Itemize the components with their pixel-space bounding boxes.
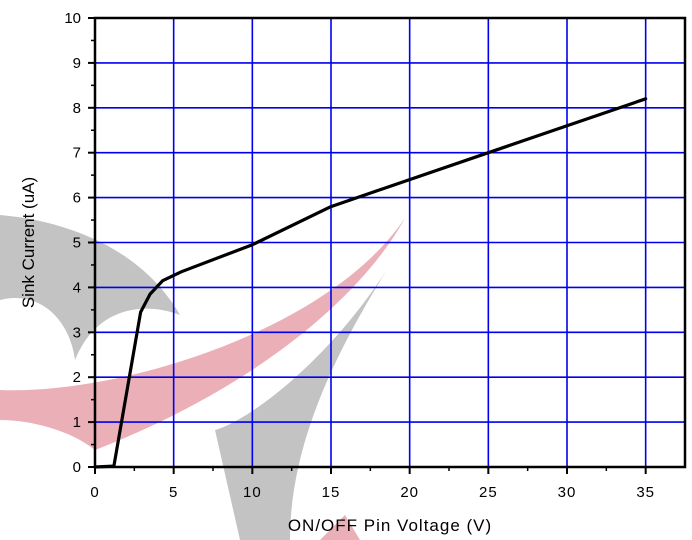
series (93, 97, 648, 469)
y-tick-label: 0 (73, 459, 81, 476)
grid (95, 18, 685, 467)
y-tick-label: 2 (73, 369, 81, 386)
x-axis-title: ON/OFF Pin Voltage (V) (288, 516, 492, 535)
y-tick-label: 8 (73, 100, 81, 117)
watermark-red-arc (0, 218, 405, 450)
x-tick-label: 35 (636, 484, 655, 501)
y-tick-label: 4 (73, 279, 81, 296)
y-tick-labels: 0 1 2 3 4 5 6 7 8 9 10 (64, 10, 81, 476)
y-tick-label: 6 (73, 190, 81, 207)
x-tick-label: 25 (479, 484, 498, 501)
watermark-gray-stroke (215, 265, 390, 540)
x-tick-label: 0 (90, 484, 99, 501)
x-tick-labels: 0 5 10 15 20 25 30 35 (90, 484, 655, 501)
x-tick-label: 10 (243, 484, 262, 501)
x-tick-label: 15 (322, 484, 341, 501)
x-tick-label: 20 (400, 484, 419, 501)
y-tick-label: 1 (73, 414, 81, 431)
y-tick-label: 7 (73, 145, 81, 162)
y-tick-label: 10 (64, 10, 81, 27)
y-tick-label: 5 (73, 235, 81, 252)
x-tick-label: 5 (169, 484, 178, 501)
y-tick-label: 9 (73, 55, 81, 72)
axis-ticks (88, 17, 647, 474)
series-line (93, 97, 648, 469)
y-tick-label: 3 (73, 324, 81, 341)
y-axis-title: Sink Current (uA) (19, 177, 38, 308)
watermark-red-tip (320, 515, 360, 540)
x-tick-label: 30 (558, 484, 577, 501)
